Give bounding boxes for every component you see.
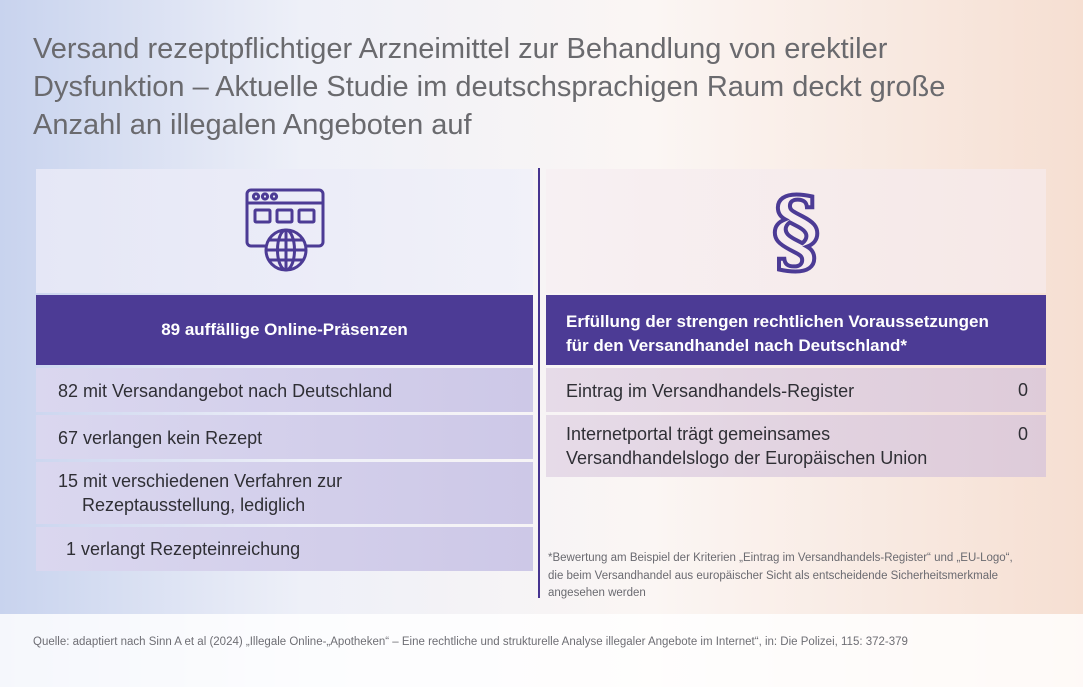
criteria-value: 0 [1017, 424, 1028, 444]
criteria-row: Eintrag im Versandhandels-Register 0 [546, 368, 1046, 412]
title-line-3: Anzahl an illegalen Angeboten auf [33, 109, 472, 141]
list-item-text: 82 mit Versandangebot nach Deutschland [58, 381, 393, 401]
right-header-line-2: für den Versandhandel nach Deutschland* [566, 336, 908, 355]
section-sign-icon: § [770, 177, 822, 285]
left-header-text: 89 auffällige Online-Präsenzen [161, 320, 408, 339]
page-title: Versand rezeptpflichtiger Arzneimittel z… [33, 30, 1033, 144]
criteria-value: 0 [1017, 380, 1028, 400]
left-header: 89 auffällige Online-Präsenzen [36, 295, 533, 365]
footnote: *Bewertung am Beispiel der Kriterien „Ei… [548, 550, 1048, 603]
criteria-label: Internetportal trägt gemeinsames [566, 424, 831, 444]
list-item: 15 mit verschiedenen Verfahren zur Rezep… [36, 462, 533, 524]
list-item-text: Rezeptausstellung, lediglich [82, 495, 306, 515]
list-item-text: 67 verlangen kein Rezept [58, 428, 263, 448]
list-item-text: 1 verlangt Rezepteinreichung [66, 539, 301, 559]
list-item-text: 15 mit verschiedenen Verfahren zur [58, 471, 343, 491]
list-item: 82 mit Versandangebot nach Deutschland [36, 368, 533, 412]
criteria-label: Eintrag im Versandhandels-Register [566, 381, 855, 401]
criteria-row: Internetportal trägt gemeinsames Versand… [546, 415, 1046, 477]
right-header-line-1: Erfüllung der strengen rechtlichen Vorau… [566, 312, 989, 331]
left-icon-panel [36, 169, 533, 293]
source-citation: Quelle: adaptiert nach Sinn A et al (202… [33, 636, 908, 648]
web-browser-globe-icon [245, 188, 324, 272]
right-header: Erfüllung der strengen rechtlichen Vorau… [546, 295, 1046, 365]
column-divider [538, 168, 540, 598]
list-item: 67 verlangen kein Rezept [36, 415, 533, 459]
list-item: 1 verlangt Rezepteinreichung [36, 527, 533, 571]
right-icon-panel: § [546, 169, 1046, 293]
title-line-1: Versand rezeptpflichtiger Arzneimittel z… [33, 33, 888, 65]
source-bar: Quelle: adaptiert nach Sinn A et al (202… [0, 614, 1083, 687]
footnote-line-3: angesehen werden [548, 587, 646, 599]
criteria-label: Versandhandelslogo der Europäischen Unio… [566, 448, 928, 468]
title-line-2: Dysfunktion – Aktuelle Studie im deutsch… [33, 71, 946, 103]
footnote-line-1: *Bewertung am Beispiel der Kriterien „Ei… [548, 552, 1013, 564]
footnote-line-2: die beim Versandhandel aus europäischer … [548, 569, 999, 582]
